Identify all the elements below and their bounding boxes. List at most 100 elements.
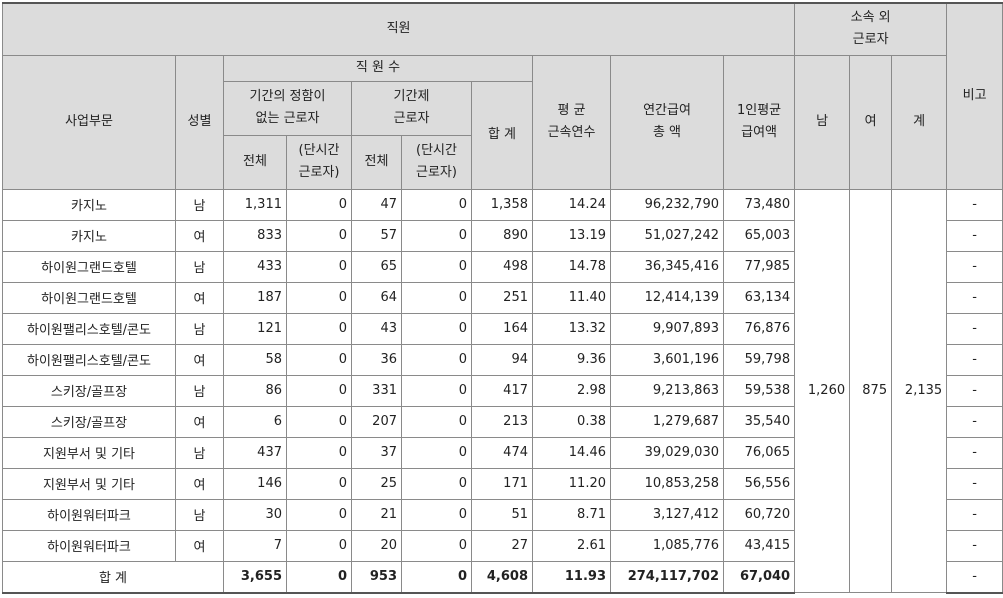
avg-pay-cell: 77,985	[722, 250, 796, 283]
totals-row: 합 계 3,655 0 953 0 4,608 11.93 274,117,702 67,040…	[2, 560, 1003, 594]
table-row: 하이원그랜드호텔 여 187 0 64 0 251 11.40 12,414,139 63,134…	[2, 281, 1003, 314]
fixed-total-cell: 25	[351, 467, 402, 500]
totals-avg-pay-cell: 67,040	[722, 560, 796, 594]
division-cell: 카지노	[2, 219, 176, 252]
indef-part-cell: 0	[286, 529, 352, 562]
avg-pay-cell: 76,065	[722, 436, 796, 469]
header-outside-male: 남	[794, 54, 851, 190]
header-per-capita-pay: 1인평균 급여액	[722, 54, 796, 190]
division-cell: 스키장/골프장	[2, 374, 176, 407]
remark-cell: -	[946, 250, 1003, 283]
table-row: 하이원워터파크 여 7 0 20 0 27 2.61 1,085,776 43,415-	[2, 529, 1003, 562]
fixed-part-cell: 0	[401, 436, 472, 469]
avg-pay-cell: 35,540	[722, 405, 796, 438]
avg-pay-cell: 56,556	[722, 467, 796, 500]
total-cell: 94	[471, 343, 533, 376]
gender-cell: 남	[175, 498, 224, 531]
header-fixed-term: 기간제 근로자	[351, 80, 472, 136]
total-cell: 251	[471, 281, 533, 314]
table-body: 카지노 남 1,311 0 47 0 1,358 14.24 96,232,790 73,480 1…	[2, 188, 1003, 594]
indef-total-cell: 30	[223, 498, 287, 531]
tenure-cell: 2.98	[532, 374, 611, 407]
gender-cell: 남	[175, 436, 224, 469]
header-avg-tenure: 평 균 근속연수	[532, 54, 611, 190]
total-cell: 890	[471, 219, 533, 252]
gender-cell: 남	[175, 374, 224, 407]
remark-cell: -	[946, 188, 1003, 221]
totals-fixed-total-cell: 953	[351, 560, 402, 594]
table-row: 스키장/골프장 남 86 0 331 0 417 2.98 9,213,863 59,538-	[2, 374, 1003, 407]
fixed-total-cell: 65	[351, 250, 402, 283]
fixed-part-cell: 0	[401, 374, 472, 407]
fixed-part-cell: 0	[401, 405, 472, 438]
fixed-part-cell: 0	[401, 281, 472, 314]
fixed-part-cell: 0	[401, 343, 472, 376]
totals-tenure-cell: 11.93	[532, 560, 611, 594]
gender-cell: 여	[175, 281, 224, 314]
header-annual-pay: 연간급여 총 액	[610, 54, 724, 190]
division-cell: 지원부서 및 기타	[2, 436, 176, 469]
indef-total-cell: 833	[223, 219, 287, 252]
header-outside-workers: 소속 외 근로자	[794, 2, 948, 56]
header-indefinite: 기간의 정함이 없는 근로자	[223, 80, 352, 136]
avg-pay-cell: 59,538	[722, 374, 796, 407]
remark-cell: -	[946, 436, 1003, 469]
remark-cell: -	[946, 467, 1003, 500]
totals-annual-pay-cell: 274,117,702	[610, 560, 724, 594]
header-indef-all: 전체	[223, 134, 287, 190]
total-cell: 498	[471, 250, 533, 283]
gender-cell: 여	[175, 529, 224, 562]
annual-pay-cell: 1,279,687	[610, 405, 724, 438]
totals-indef-total-cell: 3,655	[223, 560, 287, 594]
avg-pay-cell: 73,480	[722, 188, 796, 221]
total-cell: 474	[471, 436, 533, 469]
table-row: 스키장/골프장 여 6 0 207 0 213 0.38 1,279,687 35,540-	[2, 405, 1003, 438]
division-cell: 하이원그랜드호텔	[2, 281, 176, 314]
gender-cell: 남	[175, 312, 224, 345]
division-cell: 하이원팰리스호텔/콘도	[2, 343, 176, 376]
remark-cell: -	[946, 219, 1003, 252]
remark-cell: -	[946, 374, 1003, 407]
header-outside-female: 여	[849, 54, 893, 190]
annual-pay-cell: 12,414,139	[610, 281, 724, 314]
gender-cell: 여	[175, 343, 224, 376]
indef-total-cell: 7	[223, 529, 287, 562]
indef-total-cell: 58	[223, 343, 287, 376]
total-cell: 51	[471, 498, 533, 531]
indef-part-cell: 0	[286, 219, 352, 252]
annual-pay-cell: 39,029,030	[610, 436, 724, 469]
division-cell: 하이원워터파크	[2, 498, 176, 531]
indef-part-cell: 0	[286, 498, 352, 531]
indef-total-cell: 146	[223, 467, 287, 500]
indef-part-cell: 0	[286, 374, 352, 407]
indef-part-cell: 0	[286, 405, 352, 438]
fixed-total-cell: 37	[351, 436, 402, 469]
total-cell: 171	[471, 467, 533, 500]
tenure-cell: 0.38	[532, 405, 611, 438]
indef-part-cell: 0	[286, 467, 352, 500]
fixed-total-cell: 331	[351, 374, 402, 407]
tenure-cell: 14.46	[532, 436, 611, 469]
fixed-part-cell: 0	[401, 498, 472, 531]
remark-cell: -	[946, 343, 1003, 376]
indef-total-cell: 433	[223, 250, 287, 283]
remark-cell: -	[946, 405, 1003, 438]
annual-pay-cell: 96,232,790	[610, 188, 724, 221]
tenure-cell: 8.71	[532, 498, 611, 531]
fixed-total-cell: 47	[351, 188, 402, 221]
remark-cell: -	[946, 498, 1003, 531]
fixed-total-cell: 64	[351, 281, 402, 314]
annual-pay-cell: 1,085,776	[610, 529, 724, 562]
gender-cell: 남	[175, 188, 224, 221]
table-row: 하이원팰리스호텔/콘도 남 121 0 43 0 164 13.32 9,907,893 76,8…	[2, 312, 1003, 345]
tenure-cell: 13.19	[532, 219, 611, 252]
indef-part-cell: 0	[286, 250, 352, 283]
tenure-cell: 11.20	[532, 467, 611, 500]
annual-pay-cell: 10,853,258	[610, 467, 724, 500]
header-indef-part-time: (단시간 근로자)	[286, 134, 352, 190]
gender-cell: 여	[175, 405, 224, 438]
fixed-part-cell: 0	[401, 219, 472, 252]
annual-pay-cell: 9,907,893	[610, 312, 724, 345]
avg-pay-cell: 43,415	[722, 529, 796, 562]
